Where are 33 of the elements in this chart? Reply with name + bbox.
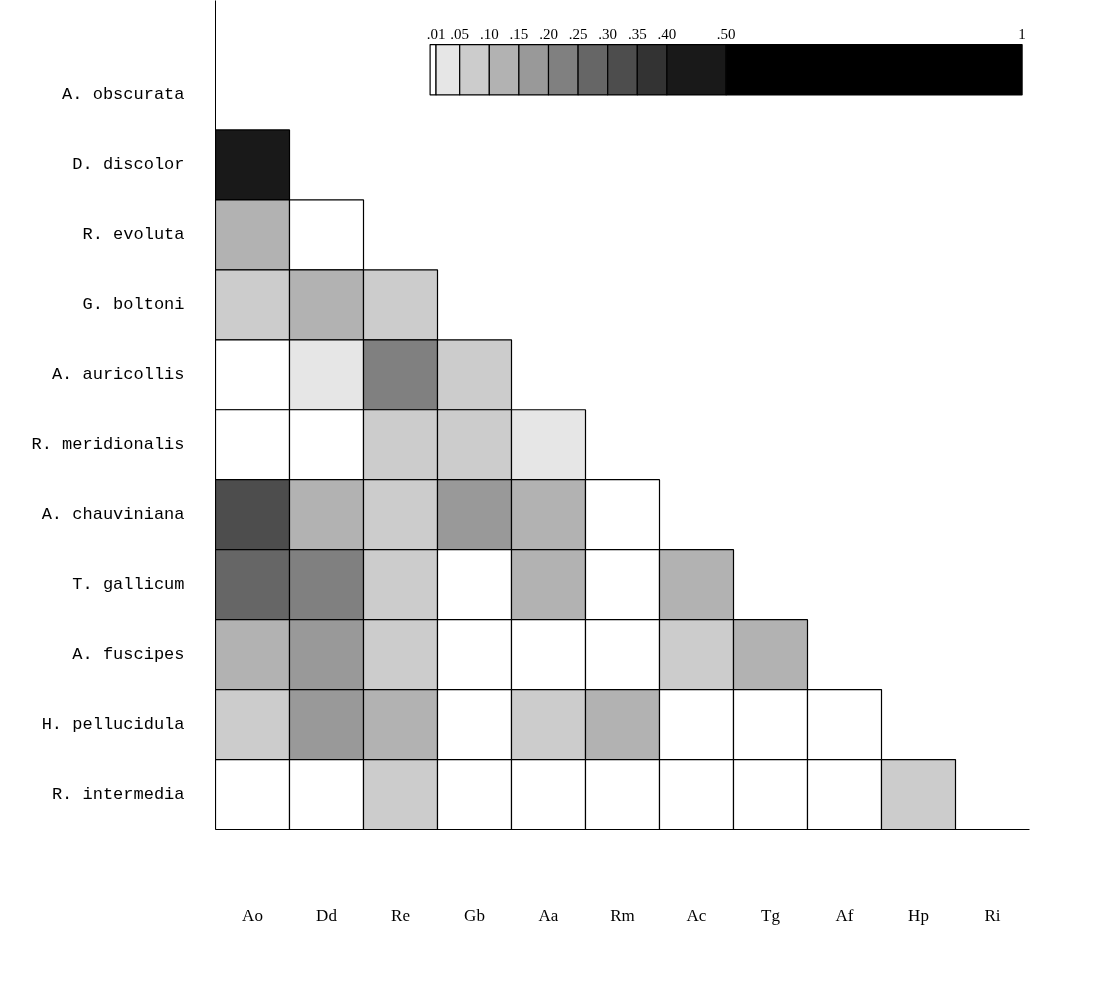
x-tick-label: Aa	[538, 905, 559, 925]
color-bar-label: .10	[479, 25, 499, 42]
x-tick-label: Af	[835, 905, 854, 925]
x-tick-label: Ao	[242, 905, 263, 925]
color-bar-label: .30	[598, 25, 618, 42]
x-tick-label: Gb	[464, 905, 485, 925]
color-bar-label: .40	[657, 25, 677, 42]
color-bar-label: .20	[539, 25, 558, 42]
y-tick-label: R. intermedia	[51, 785, 185, 805]
x-tick-label: Dd	[316, 905, 338, 925]
x-tick-label: Ri	[984, 905, 1001, 925]
color-bar-label: .01	[426, 25, 446, 42]
color-bar-label: .25	[568, 25, 588, 42]
y-tick-label: H. pellucidula	[41, 715, 185, 735]
y-tick-label: G. boltoni	[82, 295, 185, 315]
y-tick-label: R. evoluta	[82, 225, 185, 245]
x-tick-label: Rm	[610, 905, 635, 925]
x-tick-label: Ac	[686, 905, 707, 925]
x-tick-label: Re	[391, 905, 410, 925]
y-tick-label: T. gallicum	[72, 575, 185, 595]
x-tick-label: Tg	[761, 905, 781, 925]
y-tick-label: A. obscurata	[62, 85, 185, 105]
color-bar-label: .50	[716, 25, 736, 42]
y-tick-label: A. auricollis	[51, 365, 185, 385]
y-tick-label: R. meridionalis	[31, 435, 185, 455]
y-tick-label: A. fuscipes	[72, 645, 185, 665]
color-bar-label: 1	[1018, 25, 1026, 42]
color-bar-label: .15	[509, 25, 529, 42]
x-tick-label: Hp	[908, 905, 929, 925]
y-tick-label: A. chauviniana	[41, 505, 185, 525]
color-bar-label: .05	[450, 25, 470, 42]
color-bar-label: .35	[627, 25, 647, 42]
y-tick-label: D. discolor	[72, 155, 185, 175]
